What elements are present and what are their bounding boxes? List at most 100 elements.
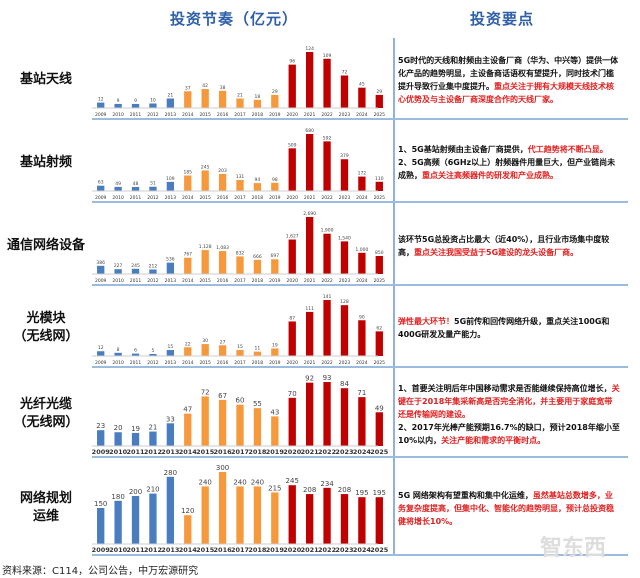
bar <box>236 98 244 108</box>
x-tick-label: 2016 <box>214 546 233 554</box>
data-label: 21 <box>148 424 157 432</box>
x-tick-label: 2014 <box>182 278 194 284</box>
data-label: 379 <box>340 153 349 159</box>
bar <box>97 508 105 544</box>
row-divider <box>92 284 628 286</box>
data-label: 141 <box>323 294 332 300</box>
data-label: 38 <box>220 85 226 91</box>
bar <box>323 300 331 356</box>
bar <box>97 265 105 274</box>
x-tick-label: 2018 <box>252 195 264 201</box>
bar <box>288 148 296 191</box>
data-label: 92 <box>305 375 314 383</box>
bar <box>184 413 192 446</box>
data-label: 87 <box>289 315 295 321</box>
data-label: 49 <box>375 404 384 412</box>
key-point-text: 1、首要关注明后年中国移动需求是否能继续保持高位增长，关键在于2018年集采新高… <box>398 382 620 447</box>
note-segment: 1、5G基站射频由主设备厂商提供， <box>398 145 528 154</box>
bar-chart: 150 2009 180 2010 200 2011 210 2012 280 2013 120 20… <box>92 464 388 554</box>
x-tick-label: 2016 <box>214 448 233 456</box>
note-segment: 5G 网络架构有望重构和集中化运维， <box>398 490 533 500</box>
x-tick-label: 2019 <box>266 546 285 554</box>
x-tick-label: 2021 <box>301 448 320 456</box>
data-label: 215 <box>268 484 281 492</box>
data-label: 767 <box>183 252 192 258</box>
bar <box>358 320 366 356</box>
x-tick-label: 2024 <box>356 112 368 118</box>
bar <box>340 75 349 108</box>
bar <box>271 259 279 274</box>
data-label: 30 <box>202 338 208 344</box>
data-label: 536 <box>166 257 175 263</box>
key-point-text: 1、5G基站射频由主设备厂商提供，代工趋势将不断凸显。 2、5G高频（6GHz以… <box>398 143 620 182</box>
data-label: 131 <box>236 174 245 180</box>
data-label: 120 <box>181 507 194 515</box>
row-1: 基站射频 63 2009 49 2010 48 2011 51 2012 109 2013 185 20… <box>0 122 640 203</box>
note-segment: 关键在于2018年集采新高是否完全消化，并主要用于家庭宽带还是传输网的建设。 <box>398 383 620 419</box>
data-label: 19 <box>131 425 140 433</box>
x-tick-label: 2013 <box>165 195 177 201</box>
bar <box>218 472 227 544</box>
bar <box>114 500 122 544</box>
bar <box>358 252 366 274</box>
data-label: 1,128 <box>199 244 212 250</box>
data-label: 60 <box>236 397 245 405</box>
data-label: 93 <box>323 374 332 382</box>
data-label: 63 <box>98 180 104 186</box>
x-tick-label: 2017 <box>234 360 246 366</box>
bar <box>288 321 296 356</box>
x-tick-label: 2020 <box>287 278 299 284</box>
bar <box>131 103 140 108</box>
bar <box>131 353 140 356</box>
x-tick-label: 2015 <box>199 195 211 201</box>
x-tick-label: 2024 <box>356 195 368 201</box>
x-tick-label: 2022 <box>318 448 336 456</box>
bar <box>323 487 331 544</box>
data-label: 11 <box>255 346 261 352</box>
bar <box>97 351 105 356</box>
x-tick-label: 2019 <box>269 195 281 201</box>
x-tick-label: 2011 <box>126 546 145 554</box>
row-3: 光模块 （无线网） 12 2009 8 2010 6 2011 5 2012 15 2013 22 20… <box>0 288 640 368</box>
data-label: 680 <box>305 128 314 134</box>
bar <box>358 176 366 191</box>
bar <box>114 103 122 108</box>
bar <box>340 159 349 191</box>
bar <box>114 432 122 446</box>
data-label: 9 <box>117 98 120 104</box>
row-label: 基站射频 <box>19 154 72 170</box>
bar-chart: 12 2009 9 2010 9 2011 10 2012 21 2013 37 2014 42 2015… <box>92 46 385 118</box>
data-label: 15 <box>167 344 173 350</box>
x-tick-label: 2020 <box>287 195 299 201</box>
bar <box>201 344 209 356</box>
data-label: 20 <box>114 424 123 432</box>
bar <box>305 494 314 544</box>
bar <box>166 98 175 108</box>
data-label: 45 <box>359 82 365 88</box>
bar <box>323 382 331 446</box>
data-label: 43 <box>270 408 279 416</box>
bar <box>358 397 366 446</box>
bar <box>358 87 366 108</box>
x-tick-label: 2022 <box>321 278 333 284</box>
data-label: 185 <box>183 169 192 175</box>
x-tick-label: 2013 <box>161 448 179 456</box>
data-label: 12 <box>98 345 104 351</box>
bar <box>253 259 262 274</box>
x-tick-label: 2018 <box>252 112 264 118</box>
data-label: 90 <box>359 314 365 320</box>
row-divider <box>92 201 628 203</box>
data-label: 280 <box>164 469 177 477</box>
bar <box>131 268 140 274</box>
x-tick-label: 2022 <box>321 360 333 366</box>
x-tick-label: 2024 <box>353 546 372 554</box>
bar <box>340 241 349 274</box>
x-tick-label: 2024 <box>353 448 372 456</box>
bar <box>271 182 279 191</box>
data-label: 110 <box>375 176 384 182</box>
bar <box>131 432 140 446</box>
bar <box>114 186 122 191</box>
data-label: 210 <box>146 486 159 494</box>
x-tick-label: 2017 <box>234 195 246 201</box>
bar <box>201 486 209 544</box>
